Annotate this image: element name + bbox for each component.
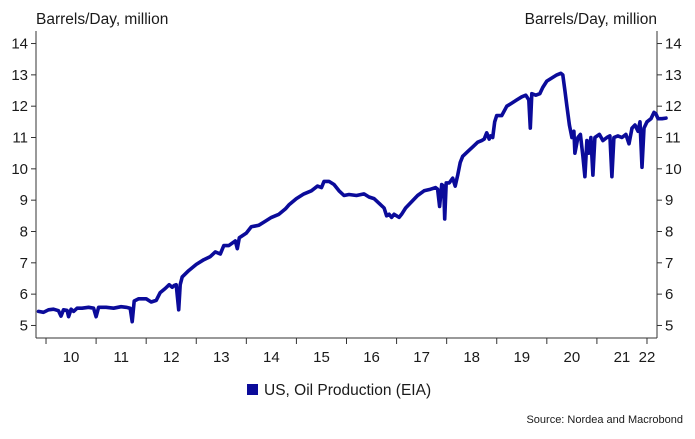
x-tick-label: 10 (63, 349, 80, 366)
left-tick-label: 14 (11, 36, 28, 53)
right-tick-label: 5 (665, 317, 673, 334)
x-tick-label: 18 (463, 349, 480, 366)
left-tick-label: 7 (20, 255, 28, 272)
x-tick-label: 22 (639, 349, 656, 366)
left-tick-label: 11 (12, 130, 28, 147)
x-tick-label: 12 (163, 349, 180, 366)
legend: US, Oil Production (EIA) (247, 382, 431, 399)
x-tick-label: 19 (513, 349, 530, 366)
left-axis-title: Barrels/Day, million (36, 11, 168, 28)
legend-label: US, Oil Production (EIA) (264, 382, 431, 399)
right-tick-label: 6 (665, 286, 673, 303)
x-tick-label: 21 (614, 349, 631, 366)
left-tick-label: 6 (20, 286, 28, 303)
right-tick-label: 11 (665, 130, 681, 147)
right-tick-label: 14 (665, 36, 682, 53)
left-tick-label: 8 (20, 223, 28, 240)
x-tick-label: 13 (213, 349, 230, 366)
x-tick-label: 15 (313, 349, 330, 366)
series-line-1 (36, 71, 668, 324)
x-tick-label: 14 (263, 349, 280, 366)
legend-swatch (247, 384, 258, 395)
series-layer (36, 71, 668, 324)
right-axis: 5 6 7 8 9 10 11 12 13 14 (657, 36, 682, 334)
x-tick-label: 20 (564, 349, 581, 366)
left-tick-label: 10 (11, 161, 28, 178)
right-tick-label: 13 (665, 67, 682, 84)
right-tick-label: 7 (665, 255, 673, 272)
right-tick-label: 9 (665, 192, 673, 209)
left-axis: 5 6 7 8 9 10 11 12 13 14 (11, 36, 36, 334)
x-axis: 10 11 12 13 14 15 16 17 18 19 20 21 22 (45, 338, 656, 366)
left-tick-label: 13 (11, 67, 28, 84)
x-tick-label: 11 (113, 349, 129, 366)
x-tick-label: 17 (413, 349, 430, 366)
right-tick-label: 8 (665, 223, 673, 240)
left-tick-label: 12 (11, 98, 28, 115)
right-axis-title: Barrels/Day, million (525, 11, 657, 28)
left-tick-label: 9 (20, 192, 28, 209)
right-tick-label: 10 (665, 161, 682, 178)
x-tick-label: 16 (363, 349, 380, 366)
left-tick-label: 5 (20, 317, 28, 334)
right-tick-label: 12 (665, 98, 682, 115)
source-note: Source: Nordea and Macrobond (526, 414, 683, 426)
